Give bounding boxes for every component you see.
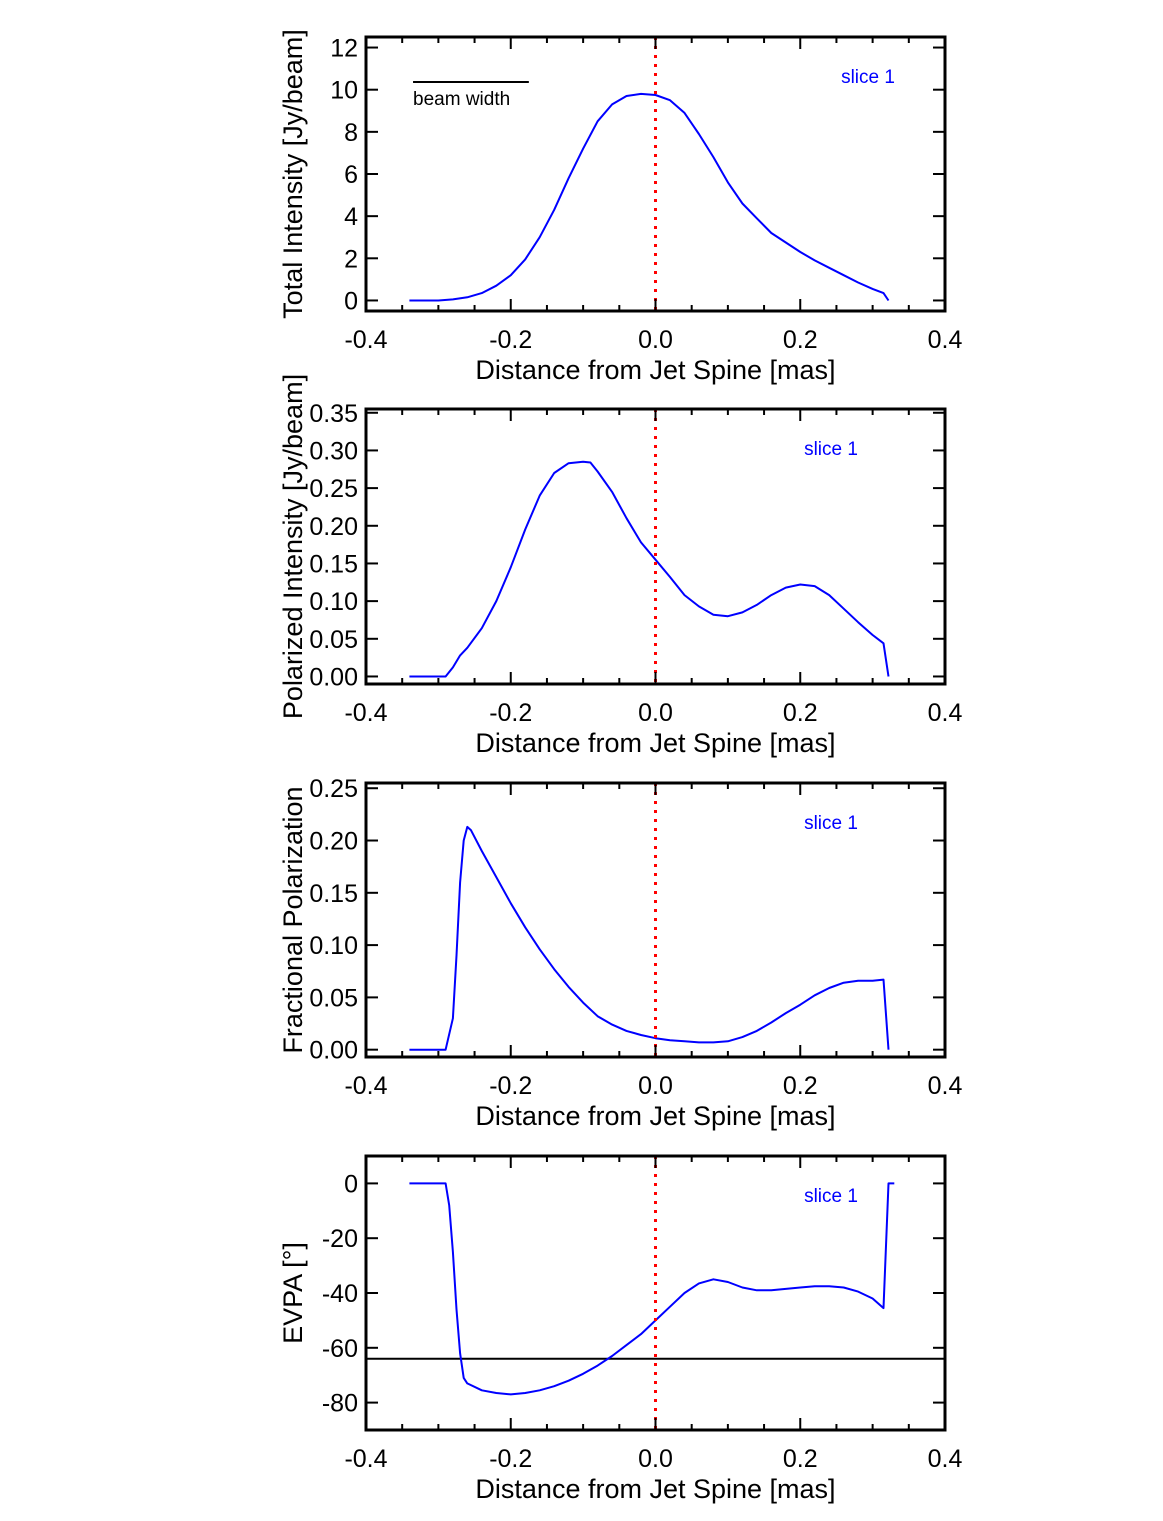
chart-panel-4: -0.4 -0.2 0.0 0.2 0.4 0 -20 -40 -60 -80 Distance f… bbox=[278, 1154, 963, 1504]
slice-annotation: slice 1 bbox=[841, 67, 895, 88]
x-tick-label: -0.4 bbox=[344, 1445, 387, 1473]
x-axis-title: Distance from Jet Spine [mas] bbox=[475, 1101, 835, 1131]
y-tick-label: 0.15 bbox=[309, 880, 358, 908]
y-axis-title: EVPA [°] bbox=[278, 1242, 308, 1344]
beam-width-label: beam width bbox=[413, 89, 510, 110]
x-tick-label: -0.2 bbox=[489, 326, 532, 354]
y-tick-label: 0.00 bbox=[309, 1037, 358, 1065]
x-tick-label: 0.0 bbox=[638, 1445, 673, 1473]
chart-panel-1: -0.4 -0.2 0.0 0.2 0.4 0 2 4 6 8 10 12 Distance from … bbox=[278, 29, 962, 385]
y-tick-label: -40 bbox=[322, 1280, 358, 1308]
x-axis-title: Distance from Jet Spine [mas] bbox=[475, 355, 835, 385]
y-tick-label: 0.25 bbox=[309, 775, 358, 803]
x-tick-label: -0.2 bbox=[489, 1445, 532, 1473]
y-tick-label: -20 bbox=[322, 1225, 358, 1253]
y-tick-label: 0.25 bbox=[309, 475, 358, 503]
data-series-line bbox=[409, 825, 890, 1051]
x-tick-label: 0.4 bbox=[928, 699, 963, 727]
data-series-line bbox=[409, 460, 890, 678]
y-tick-label: -80 bbox=[322, 1390, 358, 1418]
y-axis-title: Polarized Intensity [Jy/beam] bbox=[278, 374, 308, 719]
y-tick-label: 0.10 bbox=[309, 588, 358, 616]
x-axis-title: Distance from Jet Spine [mas] bbox=[475, 1474, 835, 1504]
x-tick-label: 0.2 bbox=[783, 326, 818, 354]
x-axis-title: Distance from Jet Spine [mas] bbox=[475, 728, 835, 758]
x-tick-label: -0.4 bbox=[344, 1072, 387, 1100]
y-axis-title: Fractional Polarization bbox=[278, 786, 308, 1053]
y-tick-label: 0.05 bbox=[309, 626, 358, 654]
x-tick-label: 0.4 bbox=[928, 326, 963, 354]
x-tick-label: -0.2 bbox=[489, 1072, 532, 1100]
y-tick-label: 0.15 bbox=[309, 550, 358, 578]
y-tick-label: 10 bbox=[330, 77, 358, 105]
y-tick-label: 0.35 bbox=[309, 400, 358, 428]
x-tick-label: 0.0 bbox=[638, 1072, 673, 1100]
x-tick-label: 0.2 bbox=[783, 1445, 818, 1473]
x-tick-label: -0.2 bbox=[489, 699, 532, 727]
data-series-line bbox=[409, 1182, 895, 1396]
y-tick-label: 4 bbox=[344, 203, 358, 231]
x-tick-label: 0.2 bbox=[783, 699, 818, 727]
y-tick-label: 0.20 bbox=[309, 828, 358, 856]
x-tick-label: 0.4 bbox=[928, 1072, 963, 1100]
y-tick-label: 2 bbox=[344, 245, 358, 273]
y-tick-label: 0.10 bbox=[309, 932, 358, 960]
x-tick-label: -0.4 bbox=[344, 326, 387, 354]
data-series-line bbox=[409, 92, 890, 302]
x-tick-label: 0.0 bbox=[638, 326, 673, 354]
slice-annotation: slice 1 bbox=[804, 439, 858, 460]
x-tick-label: 0.0 bbox=[638, 699, 673, 727]
y-tick-label: 0 bbox=[344, 287, 358, 315]
y-tick-label: 0.05 bbox=[309, 984, 358, 1012]
y-tick-label: 0.00 bbox=[309, 663, 358, 691]
y-tick-label: 0.20 bbox=[309, 513, 358, 541]
y-tick-label: 6 bbox=[344, 161, 358, 189]
y-tick-label: 12 bbox=[330, 35, 358, 63]
x-tick-label: -0.4 bbox=[344, 699, 387, 727]
y-tick-label: 8 bbox=[344, 119, 358, 147]
slice-annotation: slice 1 bbox=[804, 813, 858, 834]
x-tick-label: 0.4 bbox=[928, 1445, 963, 1473]
chart-panel-3: -0.4 -0.2 0.0 0.2 0.4 0.00 0.05 0.10 0.15 0.20 0.2… bbox=[278, 775, 962, 1131]
chart-panel-2: -0.4 -0.2 0.0 0.2 0.4 0.00 0.05 0.10 0.15 0.20 0.2… bbox=[278, 374, 962, 758]
y-tick-label: -60 bbox=[322, 1335, 358, 1363]
x-tick-label: 0.2 bbox=[783, 1072, 818, 1100]
y-tick-label: 0 bbox=[344, 1170, 358, 1198]
slice-annotation: slice 1 bbox=[804, 1186, 858, 1207]
y-tick-label: 0.30 bbox=[309, 437, 358, 465]
y-axis-title: Total Intensity [Jy/beam] bbox=[278, 29, 308, 319]
